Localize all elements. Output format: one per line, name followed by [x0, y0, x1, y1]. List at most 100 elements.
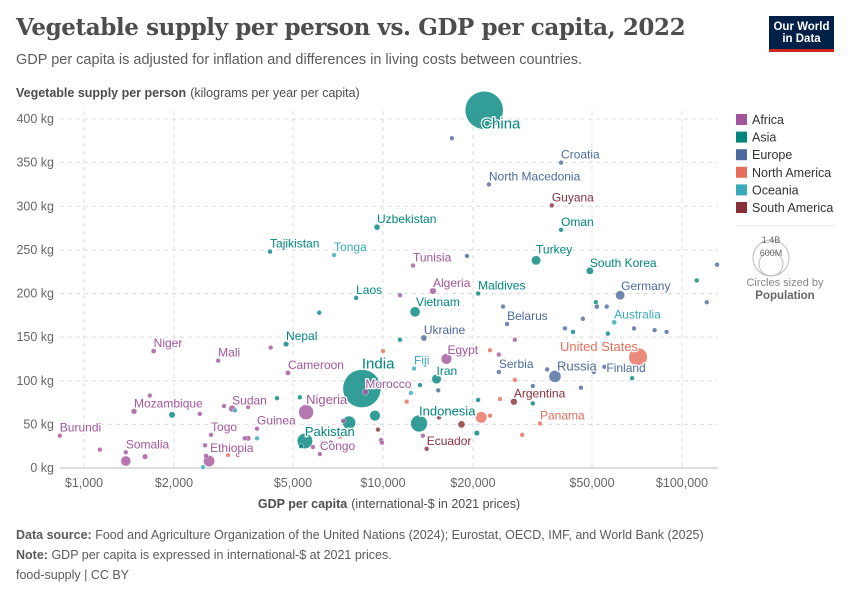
point[interactable]	[232, 407, 238, 414]
point[interactable]	[316, 310, 322, 316]
point[interactable]	[580, 316, 586, 322]
point-guinea[interactable]	[254, 426, 260, 432]
point-uzbekistan[interactable]	[373, 223, 381, 231]
point-burundi[interactable]	[57, 433, 63, 439]
point-egypt[interactable]	[440, 353, 452, 365]
point[interactable]	[142, 453, 148, 460]
point-turkey[interactable]	[531, 255, 541, 266]
point[interactable]	[512, 337, 518, 343]
point-nepal[interactable]	[283, 341, 290, 348]
point[interactable]	[379, 440, 385, 446]
point[interactable]	[274, 395, 280, 401]
point-russia[interactable]	[548, 370, 562, 383]
point-mali[interactable]	[215, 358, 221, 364]
point[interactable]	[408, 390, 414, 396]
point-morocco[interactable]	[362, 388, 369, 396]
point[interactable]	[487, 413, 493, 419]
legend-item-south-america[interactable]: South America	[736, 201, 833, 215]
point[interactable]	[314, 396, 320, 402]
point[interactable]	[328, 440, 334, 446]
point[interactable]	[397, 292, 403, 298]
point[interactable]	[397, 337, 403, 343]
point[interactable]	[497, 396, 503, 402]
point[interactable]	[629, 375, 635, 381]
point-north-macedonia[interactable]	[486, 181, 492, 188]
point[interactable]	[120, 455, 132, 467]
point[interactable]	[322, 440, 328, 446]
point[interactable]	[340, 418, 346, 424]
point[interactable]	[203, 453, 209, 459]
point[interactable]	[714, 262, 720, 268]
point[interactable]	[380, 348, 386, 354]
point[interactable]	[496, 351, 502, 358]
point[interactable]	[235, 452, 241, 458]
point[interactable]	[297, 394, 303, 400]
point-belarus[interactable]	[504, 321, 510, 327]
point[interactable]	[242, 435, 248, 441]
point[interactable]	[704, 299, 710, 305]
point[interactable]	[561, 361, 567, 367]
point[interactable]	[487, 347, 493, 353]
point[interactable]	[147, 392, 153, 399]
point[interactable]	[464, 253, 470, 259]
point[interactable]	[97, 447, 103, 453]
owid-logo[interactable]: Our World in Data	[769, 16, 834, 52]
legend-item-oceania[interactable]: Oceania	[736, 183, 799, 197]
point-ukraine[interactable]	[420, 334, 428, 342]
point-panama[interactable]	[537, 420, 543, 427]
point[interactable]	[519, 432, 525, 438]
point-china[interactable]	[464, 91, 504, 130]
point-vietnam[interactable]	[409, 306, 421, 318]
point[interactable]	[562, 325, 568, 332]
point[interactable]	[197, 411, 203, 417]
point-nigeria[interactable]	[298, 404, 314, 420]
license[interactable]: food-supply | CC BY	[16, 568, 130, 582]
point[interactable]	[500, 303, 506, 310]
point[interactable]	[245, 404, 251, 410]
point[interactable]	[475, 397, 481, 403]
point[interactable]	[254, 435, 260, 441]
point[interactable]	[694, 277, 700, 284]
point[interactable]	[337, 433, 343, 440]
legend-item-africa[interactable]: Africa	[736, 113, 784, 127]
point-south-korea[interactable]	[586, 266, 594, 275]
legend-item-europe[interactable]: Europe	[736, 148, 792, 162]
point-somalia[interactable]	[123, 449, 129, 455]
point-united-states[interactable]	[628, 347, 648, 367]
point-tonga[interactable]	[331, 252, 337, 258]
point[interactable]	[168, 411, 176, 419]
point[interactable]	[652, 327, 658, 333]
legend-item-north-america[interactable]: North America	[736, 166, 831, 180]
point[interactable]	[221, 403, 227, 409]
point[interactable]	[593, 299, 599, 305]
point[interactable]	[663, 329, 670, 335]
point-laos[interactable]	[353, 295, 359, 301]
point-niger[interactable]	[150, 348, 157, 354]
point[interactable]	[404, 399, 410, 405]
point-indonesia[interactable]	[410, 414, 428, 433]
point[interactable]	[473, 430, 480, 437]
point-germany[interactable]	[615, 290, 625, 301]
point-finland[interactable]	[601, 364, 607, 370]
point-tunisia[interactable]	[410, 262, 416, 269]
point[interactable]	[570, 329, 576, 335]
point[interactable]	[225, 452, 231, 458]
point-togo[interactable]	[208, 432, 214, 438]
point[interactable]	[604, 303, 610, 310]
point[interactable]	[202, 442, 208, 448]
point[interactable]	[591, 369, 597, 375]
point[interactable]	[436, 414, 442, 420]
point[interactable]	[578, 385, 584, 391]
point[interactable]	[420, 433, 426, 439]
point-australia[interactable]	[611, 319, 617, 326]
point-algeria[interactable]	[429, 287, 437, 295]
point[interactable]	[530, 383, 536, 389]
point[interactable]	[310, 444, 316, 450]
point[interactable]	[268, 344, 274, 351]
legend-item-asia[interactable]: Asia	[736, 131, 776, 145]
point-fiji[interactable]	[411, 365, 417, 372]
point-croatia[interactable]	[558, 160, 564, 166]
point[interactable]	[594, 303, 600, 310]
point-india[interactable]	[342, 369, 382, 408]
point[interactable]	[375, 427, 381, 433]
